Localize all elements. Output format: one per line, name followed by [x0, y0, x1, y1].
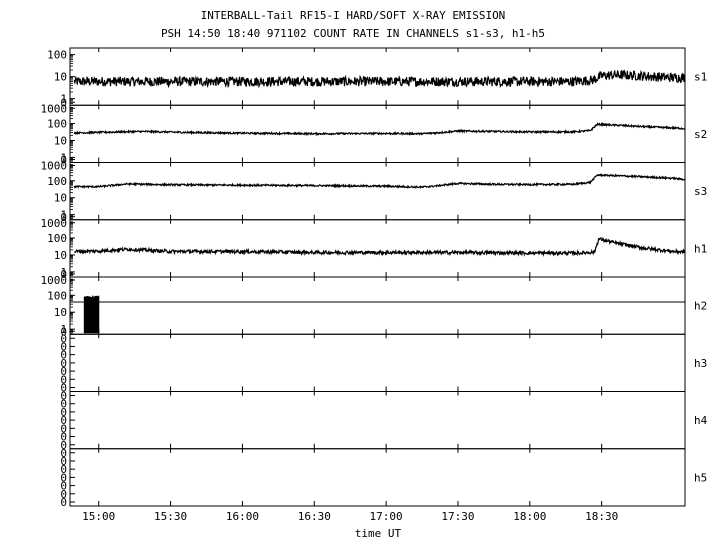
y-tick-label: 100 — [47, 289, 67, 302]
y-tick-label: 1 — [60, 93, 67, 106]
series-s2 — [73, 121, 686, 137]
y-tick-label: 0 — [60, 488, 67, 501]
y-tick-label: 0 — [60, 414, 67, 427]
channel-label-h4: h4 — [694, 414, 708, 427]
x-tick-label: 15:30 — [154, 510, 187, 523]
y-tick-label: 1000 — [41, 102, 68, 115]
y-tick-label: 0 — [60, 325, 67, 338]
y-tick-label: 0 — [60, 390, 67, 403]
y-tick-label: 1 — [60, 323, 67, 336]
y-tick-label: 100 — [47, 175, 67, 188]
channel-label-s3: s3 — [694, 185, 707, 198]
channel-label-h5: h5 — [694, 471, 707, 484]
panel-s1: 100 10 10 s1 — [47, 47, 707, 109]
x-tick-label: 16:00 — [226, 510, 259, 523]
y-tick-label: 0 — [60, 340, 67, 353]
y-tick-label: 0 — [60, 357, 67, 370]
x-axis-label: time UT — [355, 527, 402, 540]
y-tick-label: 0 — [60, 373, 67, 386]
x-tick-label: 18:30 — [585, 510, 618, 523]
y-tick-label: 0 — [60, 211, 67, 224]
y-tick-label: 10 — [54, 134, 67, 147]
y-tick-label: 100 — [47, 232, 67, 245]
panel-frame — [69, 47, 686, 106]
y-tick-label: 0 — [60, 268, 67, 281]
y-tick-label: 0 — [60, 398, 67, 411]
chart-subtitle: PSH 14:50 18:40 971102 COUNT RATE IN CHA… — [161, 27, 545, 40]
channel-label-h3: h3 — [694, 357, 707, 370]
y-tick-label: 10 — [54, 249, 67, 262]
x-tick-label: 18:00 — [513, 510, 546, 523]
y-tick-label: 1000 — [41, 160, 68, 173]
y-tick-label: 0 — [60, 463, 67, 476]
x-tick-label: 15:00 — [82, 510, 115, 523]
y-tick-label: 1000 — [41, 274, 68, 287]
y-tick-label: 0 — [60, 422, 67, 435]
y-tick-label: 0 — [60, 96, 67, 109]
x-tick-label: 17:30 — [441, 510, 474, 523]
series-h1 — [74, 236, 686, 257]
panel-frame — [69, 162, 686, 221]
y-tick-label: 100 — [47, 118, 67, 131]
y-tick-label: 10 — [54, 71, 67, 84]
x-tick-label: 17:00 — [370, 510, 403, 523]
y-tick-label: 0 — [60, 455, 67, 468]
panel-frame — [69, 333, 686, 392]
series-s1 — [73, 69, 686, 89]
y-tick-label: 0 — [60, 382, 67, 395]
y-tick-label: 0 — [60, 332, 67, 345]
y-tick-label: 100 — [47, 49, 67, 62]
y-tick-label: 0 — [60, 447, 67, 460]
y-tick-label: 10 — [54, 306, 67, 319]
x-tick-label: 16:30 — [298, 510, 331, 523]
panel-frame — [69, 448, 686, 507]
y-tick-label: 0 — [60, 154, 67, 167]
panel-s3: 1000 100 10 10 s3 — [41, 160, 708, 224]
channel-label-h1: h1 — [694, 242, 707, 255]
y-tick-label: 1000 — [41, 217, 68, 230]
y-tick-label: 1 — [60, 209, 67, 222]
y-tick-label: 0 — [60, 365, 67, 378]
y-tick-label: 0 — [60, 480, 67, 493]
panel-h1: 1000 100 10 10 h1 — [41, 217, 708, 281]
y-tick-label: 0 — [60, 349, 67, 362]
channel-label-s1: s1 — [694, 71, 707, 84]
series-s3 — [73, 173, 686, 190]
y-tick-label: 0 — [60, 496, 67, 509]
y-tick-label: 1 — [60, 266, 67, 279]
panel-h2: 1000 100 10 10 h2 — [41, 274, 708, 338]
panel-frame — [69, 391, 686, 450]
y-tick-label: 0 — [60, 406, 67, 419]
y-tick-label: 10 — [54, 192, 67, 205]
channel-label-h2: h2 — [694, 300, 707, 313]
channel-label-s2: s2 — [694, 128, 707, 141]
panel-s2: 1000 100 10 10 s2 — [41, 102, 708, 166]
x-axis: 15:00 15:30 16:00 16:30 17:00 17:30 18:00 18:30 — [82, 510, 618, 523]
chart-title: INTERBALL-Tail RF15-I HARD/SOFT X-RAY EM… — [201, 9, 506, 22]
y-tick-label: 1 — [60, 151, 67, 164]
burst-h2 — [83, 295, 100, 334]
panel-frame — [69, 219, 686, 278]
panel-frame — [69, 276, 686, 335]
y-tick-label: 0 — [60, 439, 67, 452]
y-tick-label: 0 — [60, 471, 67, 484]
channel-panels: 1001010s110001001010s210001001010s310001… — [41, 47, 708, 509]
y-tick-label: 0 — [60, 431, 67, 444]
